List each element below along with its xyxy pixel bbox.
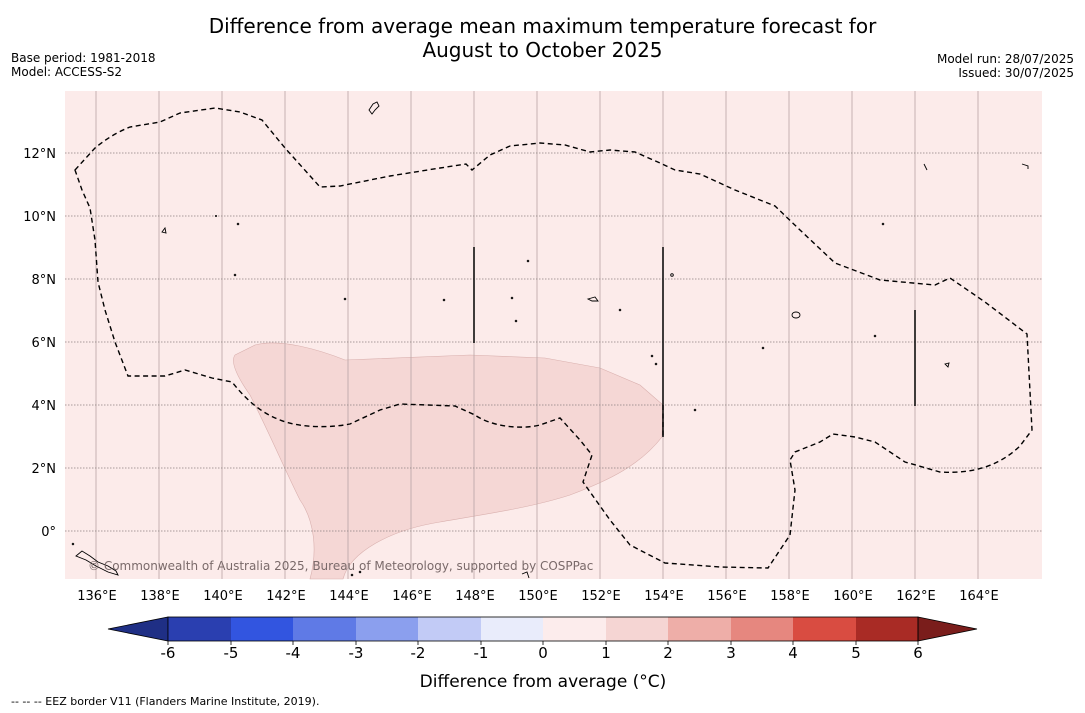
lon-label: 162°E: [896, 589, 936, 604]
colorbar-tick-label: 1: [601, 644, 611, 662]
lat-label: 10°N: [23, 210, 56, 225]
colorbar-segment: [856, 617, 918, 641]
colorbar-segment: [293, 617, 356, 641]
islands: [71, 101, 1029, 579]
lon-label: 142°E: [266, 589, 306, 604]
colorbar-tick-label: -1: [474, 644, 489, 662]
lon-label: 152°E: [581, 589, 621, 604]
colorbar-segment: [356, 617, 418, 641]
lat-label: 12°N: [23, 147, 56, 162]
lat-label: 6°N: [32, 336, 57, 351]
lat-label: 4°N: [32, 399, 57, 414]
map-background: [65, 91, 1042, 579]
model-run: Model run: 28/07/2025: [936, 52, 1074, 66]
lat-label: 2°N: [32, 462, 57, 477]
colorbar-segment: [481, 617, 543, 641]
copyright-notice: © Commonwealth of Australia 2025, Bureau…: [88, 559, 593, 573]
solid-border-segments: [473, 247, 916, 437]
colorbar-segment: [668, 617, 731, 641]
lon-label: 154°E: [644, 589, 684, 604]
latitude-labels: 12°N 10°N 8°N 6°N 4°N 2°N 0°: [23, 147, 56, 540]
meta-right: Model run: 28/07/2025 Issued: 30/07/2025: [937, 52, 1074, 80]
colorbar-tick-label: -4: [286, 644, 301, 662]
colorbar-tick-label: -6: [161, 644, 176, 662]
colorbar-tick-label: -2: [411, 644, 426, 662]
colorbar-tick-label: 2: [663, 644, 673, 662]
colorbar-segment: [168, 617, 231, 641]
anomaly-region-1-to-2: [233, 342, 664, 580]
parallel-grid: [65, 152, 1042, 532]
colorbar-tick-label: 4: [788, 644, 798, 662]
colorbar-tick-label: 6: [913, 644, 923, 662]
title-line-2: August to October 2025: [422, 38, 663, 62]
lon-label: 140°E: [203, 589, 243, 604]
lon-label: 164°E: [959, 589, 999, 604]
meta-left: Base period: 1981-2018 Model: ACCESS-S2: [11, 51, 156, 79]
colorbar: -6 -5 -4 -3 -2 -1 0 1 2 3 4 5 6 Differen…: [107, 616, 978, 692]
lon-label: 148°E: [455, 589, 495, 604]
lon-label: 136°E: [77, 589, 117, 604]
colorbar-low-extension: [107, 616, 169, 642]
longitude-labels: 136°E 138°E 140°E 142°E 144°E 146°E 148°…: [77, 589, 999, 604]
colorbar-tick-label: 3: [726, 644, 736, 662]
colorbar-label: Difference from average (°C): [420, 672, 667, 692]
lon-label: 138°E: [140, 589, 180, 604]
issued-date: Issued: 30/07/2025: [958, 66, 1074, 80]
colorbar-segment: [543, 617, 606, 641]
colorbar-tick-label: 5: [851, 644, 861, 662]
lon-label: 150°E: [518, 589, 558, 604]
model-name: Model: ACCESS-S2: [11, 65, 123, 79]
colorbar-segment: [418, 617, 481, 641]
lon-label: 156°E: [707, 589, 747, 604]
colorbar-segment: [793, 617, 856, 641]
eez-footnote: -- -- -- EEZ border V11 (Flanders Marine…: [11, 695, 320, 708]
lon-label: 158°E: [770, 589, 810, 604]
lat-label: 8°N: [32, 273, 57, 288]
meridian-grid: [95, 91, 979, 579]
colorbar-tick-label: 0: [538, 644, 548, 662]
lon-label: 160°E: [833, 589, 873, 604]
lon-label: 144°E: [329, 589, 369, 604]
colorbar-tick-label: -5: [224, 644, 239, 662]
lon-label: 146°E: [392, 589, 432, 604]
colorbar-segment: [606, 617, 668, 641]
chart-title: Difference from average mean maximum tem…: [0, 14, 1085, 62]
base-period: Base period: 1981-2018: [11, 51, 156, 65]
colorbar-segment: [231, 617, 293, 641]
colorbar-high-extension: [917, 616, 978, 642]
lat-label: 0°: [41, 525, 56, 540]
colorbar-tick-label: -3: [349, 644, 364, 662]
title-line-1: Difference from average mean maximum tem…: [208, 14, 877, 38]
colorbar-segment: [731, 617, 793, 641]
